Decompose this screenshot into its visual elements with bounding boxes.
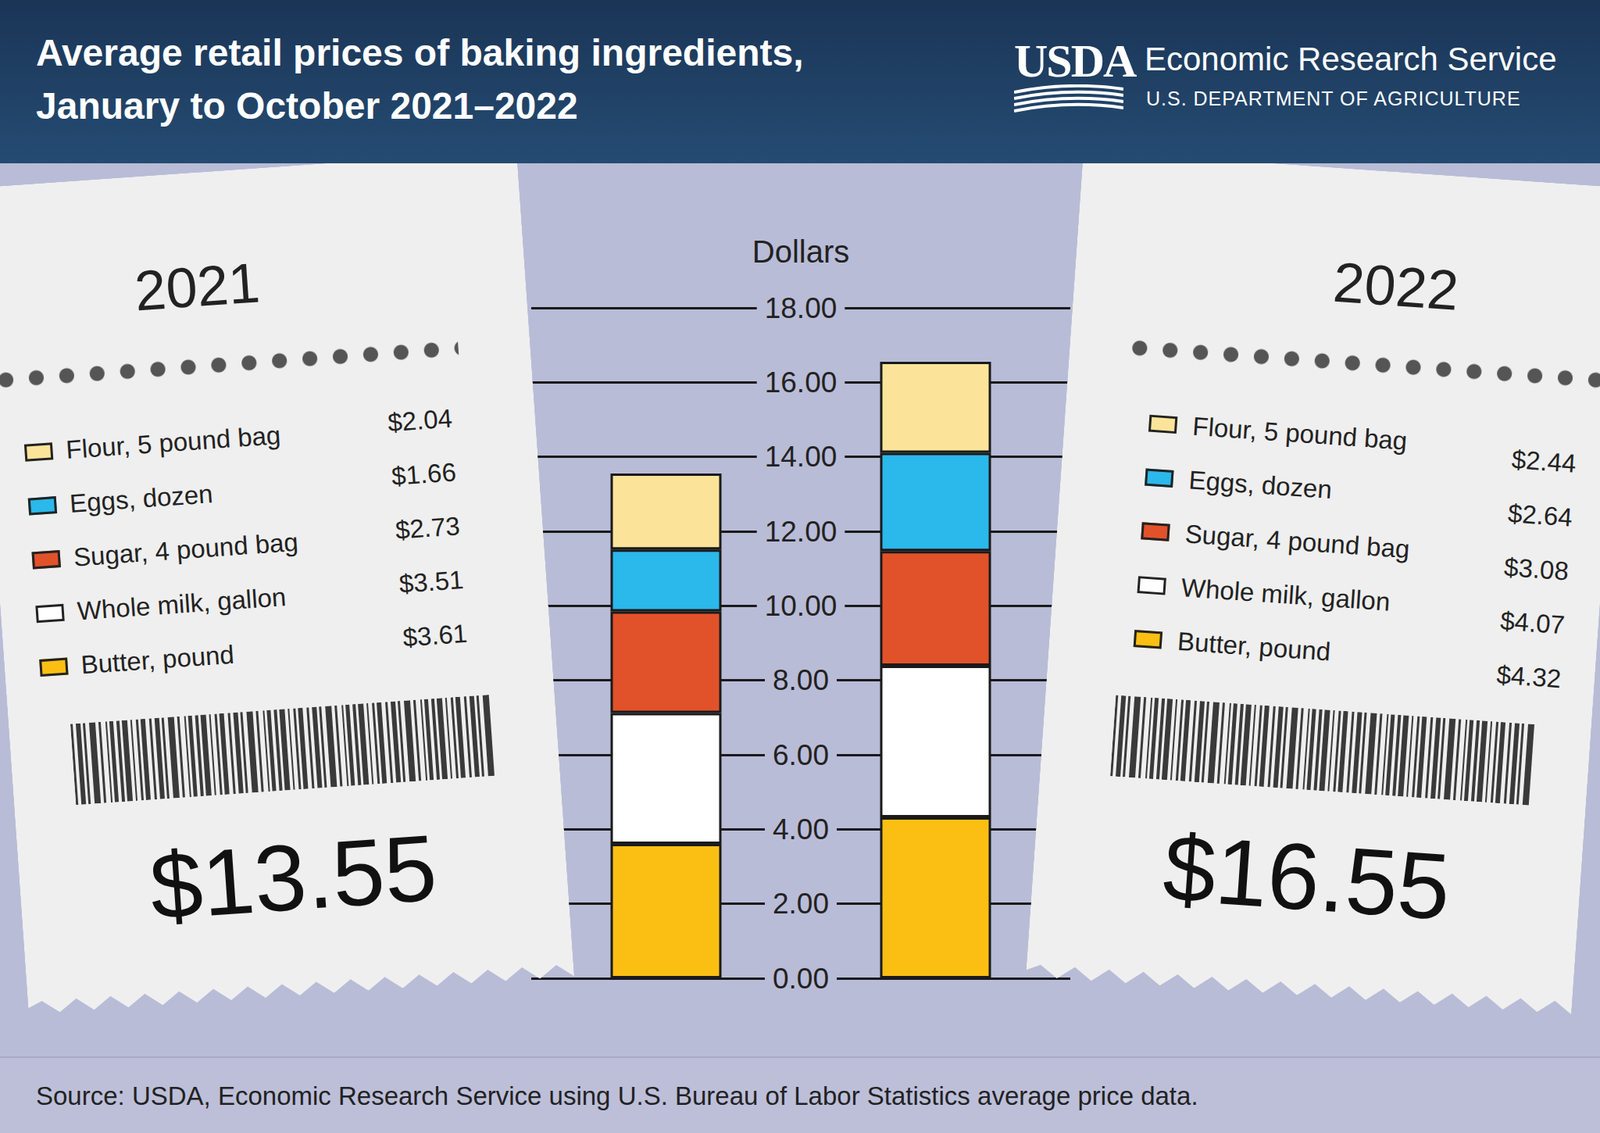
- html-text:$2.64: $2.64: [1506, 498, 1574, 532]
- html-text:U.S. DEPARTMENT OF AGRICULTURE: U.S. DEPARTMENT OF AGRICULTURE: [1146, 87, 1521, 110]
- html-text:Butter, pound: Butter, pound: [1176, 626, 1332, 667]
- svg-text:14.00: 14.00: [764, 440, 838, 473]
- html-text:USDA Economic Research Service: USDA Economic Research Service: [1014, 35, 1557, 87]
- svg-text:4.00: 4.00: [772, 813, 829, 846]
- svg-text:8.00: 8.00: [772, 664, 829, 697]
- html-text:2022: 2022: [1331, 250, 1461, 322]
- svg-text:0.00: 0.00: [772, 962, 829, 995]
- svg-text:Dollars: Dollars: [752, 234, 850, 269]
- html-text:Flour, 5 pound bag: Flour, 5 pound bag: [65, 420, 282, 465]
- html-text:$2.73: $2.73: [394, 511, 461, 545]
- html-text:Average retail prices of bakin: Average retail prices of baking ingredie…: [35, 32, 804, 127]
- svg-text:16.00: 16.00: [764, 366, 838, 399]
- svg-text:2.00: 2.00: [772, 887, 829, 920]
- html-text:$13.55: $13.55: [146, 814, 440, 939]
- html-text:$3.61: $3.61: [401, 618, 469, 652]
- html-text:$16.55: $16.55: [1160, 814, 1454, 939]
- html-text:$4.32: $4.32: [1495, 659, 1563, 694]
- html-text:Flour, 5 pound bag: Flour, 5 pound bag: [1191, 411, 1409, 456]
- html-text:2021: 2021: [132, 251, 262, 323]
- html-text:$2.44: $2.44: [1510, 444, 1578, 478]
- html-text:Eggs, dozen: Eggs, dozen: [68, 479, 214, 518]
- svg-text:10.00: 10.00: [764, 589, 838, 622]
- html-text:$4.07: $4.07: [1499, 606, 1566, 640]
- html-text:Whole milk, gallon: Whole milk, gallon: [1180, 572, 1392, 617]
- html-text:$2.04: $2.04: [386, 403, 454, 437]
- html-text:$1.66: $1.66: [390, 457, 458, 491]
- svg-text:6.00: 6.00: [772, 739, 829, 772]
- html-text:Sugar, 4 pound bag: Sugar, 4 pound bag: [72, 527, 300, 572]
- html-text:$3.51: $3.51: [398, 564, 465, 599]
- html-text:Eggs, dozen: Eggs, dozen: [1187, 465, 1333, 504]
- html-text:Source: USDA, Economic Researc: Source: USDA, Economic Research Service …: [35, 1081, 1199, 1111]
- html-text:$3.08: $3.08: [1503, 552, 1570, 586]
- svg-text:18.00: 18.00: [764, 292, 838, 325]
- html-text:Whole milk, gallon: Whole milk, gallon: [76, 581, 287, 626]
- svg-text:12.00: 12.00: [764, 515, 838, 548]
- html-text:Butter, pound: Butter, pound: [80, 639, 236, 680]
- html-text:Sugar, 4 pound bag: Sugar, 4 pound bag: [1184, 518, 1411, 564]
